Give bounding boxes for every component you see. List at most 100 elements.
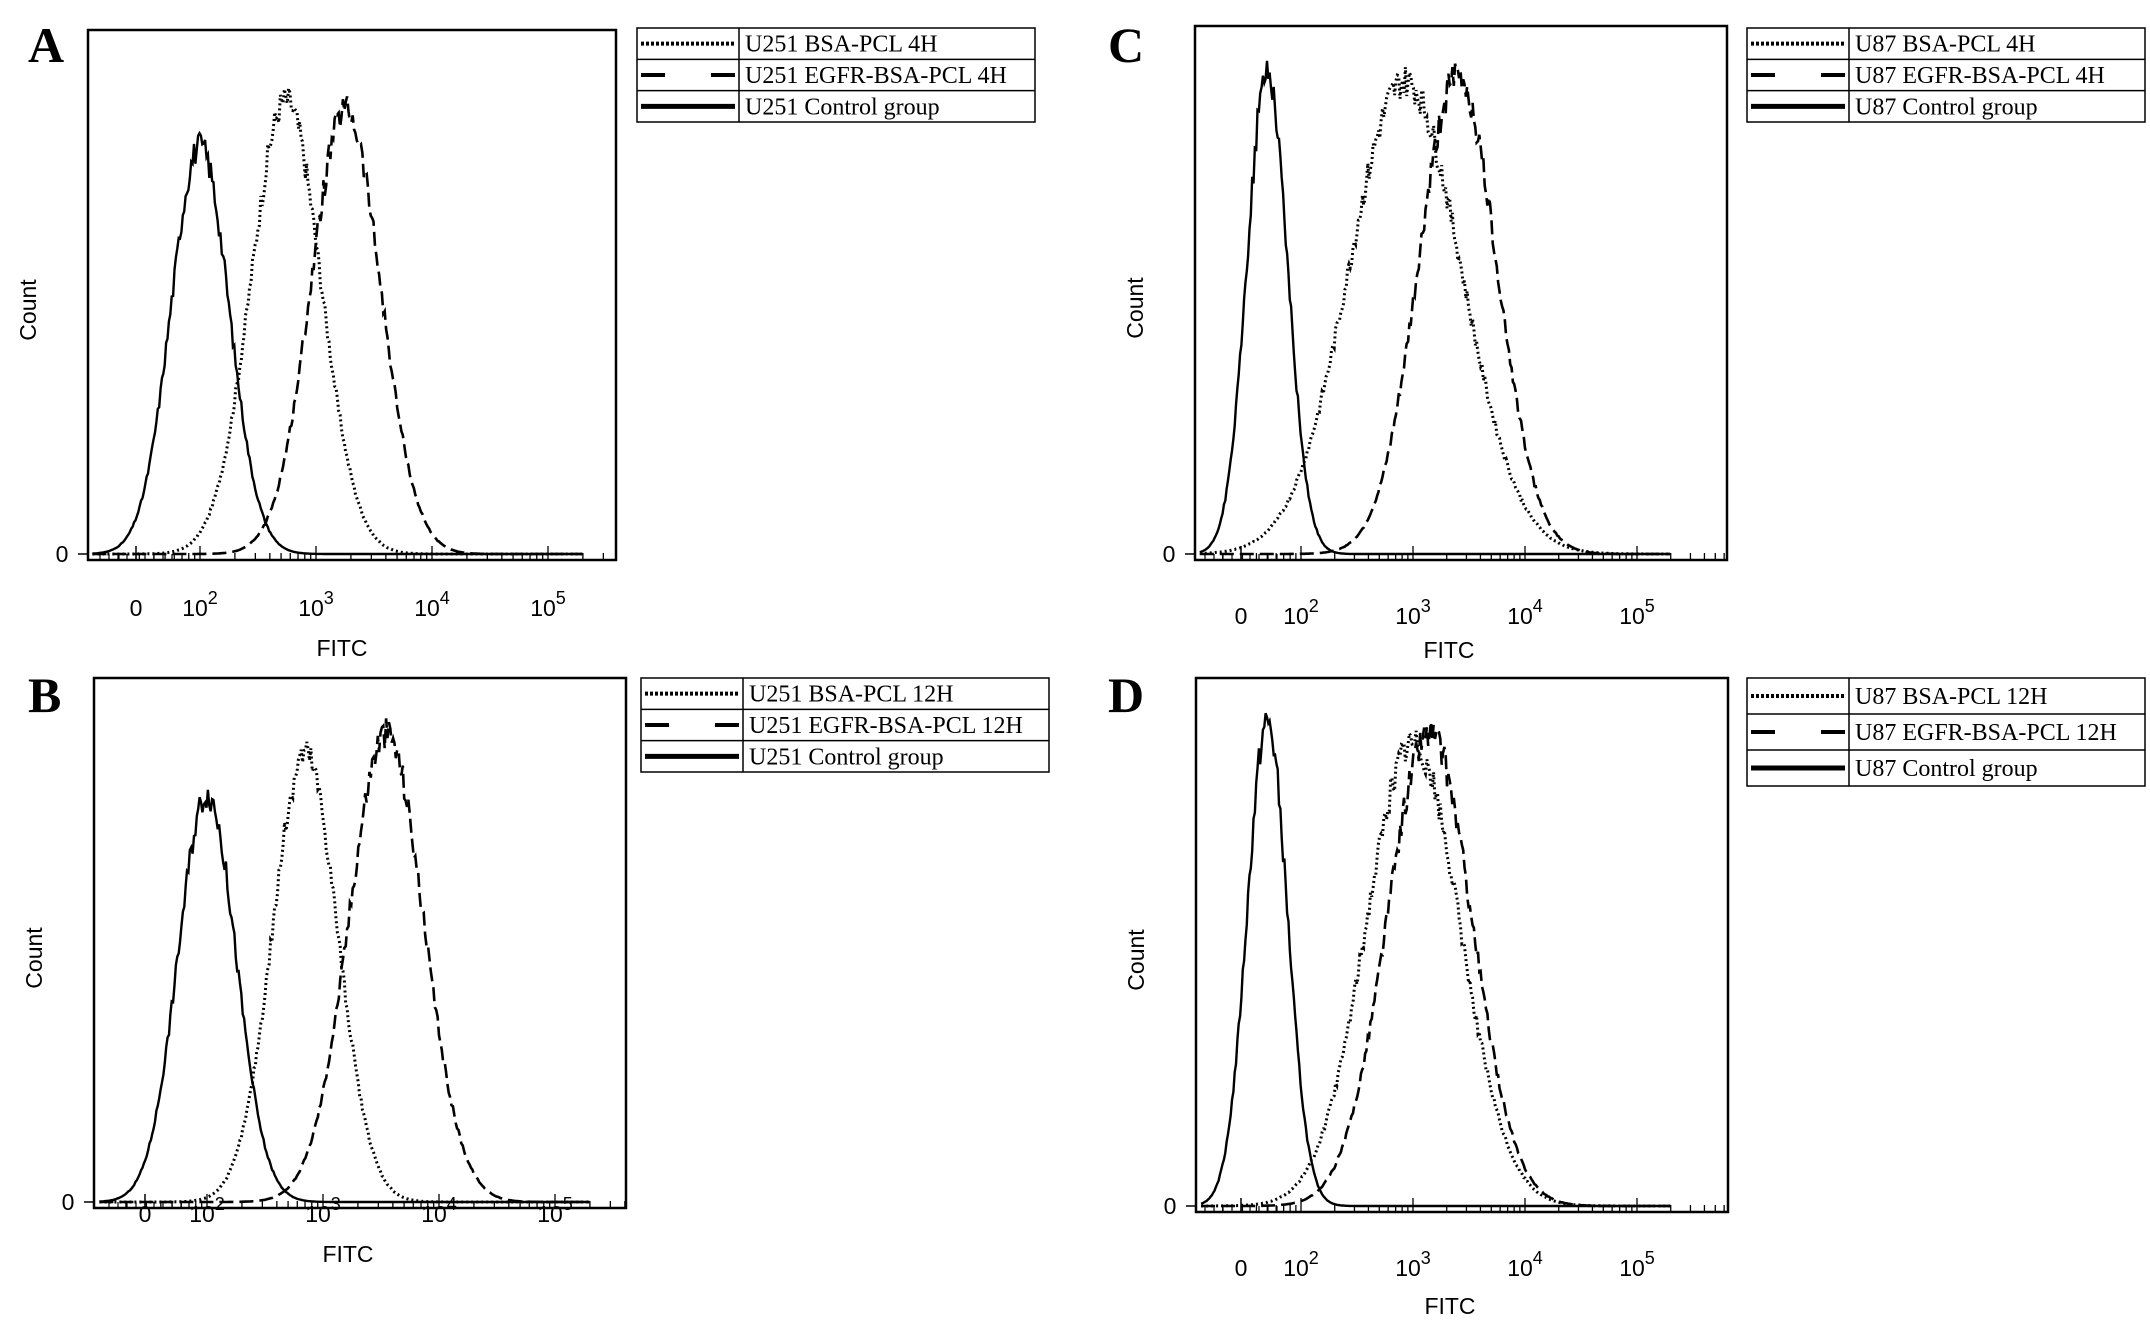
series-line [1199, 63, 1671, 556]
legend-label: U87 BSA-PCL 4H [1855, 32, 2035, 58]
x-axis-label: FITC [1423, 637, 1474, 663]
x-tick-base: 10 [1283, 603, 1309, 629]
x-tick-base: 10 [1507, 1255, 1533, 1281]
legend-label: U87 Control group [1855, 94, 2038, 120]
x-tick-exponent: 2 [208, 588, 218, 608]
x-tick-exponent: 2 [215, 1194, 225, 1214]
x-tick-base: 10 [421, 1201, 447, 1227]
x-tick-label: 105 [1619, 1248, 1655, 1281]
y-tick-label: 0 [56, 541, 69, 567]
series-line [99, 741, 590, 1204]
x-tick-label: 104 [421, 1194, 457, 1227]
x-tick-exponent: 3 [331, 1194, 341, 1214]
legend-label: U251 BSA-PCL 4H [745, 32, 937, 58]
series-line [92, 87, 583, 556]
x-tick-label: 104 [414, 588, 450, 621]
x-tick-label: 0 [1235, 603, 1248, 629]
legend-label: U87 EGFR-BSA-PCL 12H [1855, 720, 2117, 746]
x-tick-base: 10 [537, 1201, 563, 1227]
x-tick-label: 102 [1283, 596, 1319, 629]
x-tick-exponent: 3 [1421, 1248, 1431, 1268]
plot-frame [1194, 676, 1730, 1214]
legend-label: U251 Control group [745, 94, 940, 120]
x-tick-label: 0 [139, 1201, 152, 1227]
x-tick-base: 10 [1507, 603, 1533, 629]
y-axis-label: Count [15, 279, 41, 341]
legend-label: U87 Control group [1855, 756, 2038, 782]
y-axis-label: Count [1123, 929, 1149, 991]
y-tick-label: 0 [1164, 1193, 1177, 1219]
x-tick-base: 10 [414, 595, 440, 621]
x-tick-base: 10 [182, 595, 208, 621]
plot-frame [1193, 24, 1729, 562]
x-tick-base: 10 [1283, 1255, 1309, 1281]
series-line [1199, 60, 1671, 556]
x-tick-exponent: 3 [324, 588, 334, 608]
x-tick-exponent: 4 [1533, 596, 1543, 616]
x-tick-label: 103 [1395, 1248, 1431, 1281]
plot-frame [92, 676, 628, 1210]
plot-frame [86, 28, 618, 562]
x-axis-label: FITC [322, 1241, 373, 1267]
y-tick-label: 0 [62, 1189, 75, 1215]
x-tick-label: 105 [537, 1194, 573, 1227]
x-tick-label: 103 [1395, 596, 1431, 629]
x-tick-exponent: 5 [556, 588, 566, 608]
x-tick-base: 10 [1619, 1255, 1645, 1281]
x-tick-label: 104 [1507, 596, 1543, 629]
x-tick-base: 10 [189, 1201, 215, 1227]
x-tick-exponent: 4 [447, 1194, 457, 1214]
x-tick-exponent: 2 [1309, 1248, 1319, 1268]
x-axis-label: FITC [316, 635, 367, 661]
series-line [99, 789, 590, 1204]
legend-label: U87 BSA-PCL 12H [1855, 684, 2047, 710]
x-tick-label: 103 [305, 1194, 341, 1227]
x-tick-exponent: 5 [1645, 1248, 1655, 1268]
legend-label: U251 EGFR-BSA-PCL 12H [749, 713, 1023, 739]
legend-label: U251 Control group [749, 744, 944, 770]
series-line [1201, 721, 1671, 1208]
x-tick-exponent: 3 [1421, 596, 1431, 616]
series-line [99, 718, 590, 1204]
x-tick-base: 10 [1395, 1255, 1421, 1281]
panel-letter: D [1108, 667, 1144, 723]
series-line [1200, 712, 1671, 1208]
x-tick-label: 105 [530, 588, 566, 621]
x-tick-base: 10 [298, 595, 324, 621]
x-tick-label: 102 [182, 588, 218, 621]
panel-letter: A [28, 17, 64, 73]
legend-label: U87 EGFR-BSA-PCL 4H [1855, 63, 2105, 89]
x-tick-exponent: 2 [1309, 596, 1319, 616]
y-tick-label: 0 [1163, 541, 1176, 567]
x-tick-exponent: 4 [1533, 1248, 1543, 1268]
x-tick-exponent: 5 [1645, 596, 1655, 616]
y-axis-label: Count [1122, 277, 1148, 339]
legend-label: U251 BSA-PCL 12H [749, 682, 953, 708]
panel-letter: B [28, 667, 61, 723]
x-tick-base: 10 [305, 1201, 331, 1227]
panel-letter: C [1108, 17, 1144, 73]
x-tick-exponent: 5 [563, 1194, 573, 1214]
x-tick-label: 105 [1619, 596, 1655, 629]
x-tick-label: 0 [1235, 1255, 1248, 1281]
x-tick-label: 102 [1283, 1248, 1319, 1281]
x-axis-label: FITC [1424, 1293, 1475, 1319]
x-tick-label: 103 [298, 588, 334, 621]
series-line [92, 96, 583, 556]
x-tick-label: 102 [189, 1194, 225, 1227]
x-tick-label: 0 [130, 595, 143, 621]
legend-label: U251 EGFR-BSA-PCL 4H [745, 63, 1007, 89]
x-tick-base: 10 [1395, 603, 1421, 629]
x-tick-label: 104 [1507, 1248, 1543, 1281]
x-tick-base: 10 [1619, 603, 1645, 629]
series-line [1201, 728, 1671, 1208]
series-line [92, 130, 583, 556]
x-tick-exponent: 4 [440, 588, 450, 608]
y-axis-label: Count [21, 927, 47, 989]
x-tick-base: 10 [530, 595, 556, 621]
